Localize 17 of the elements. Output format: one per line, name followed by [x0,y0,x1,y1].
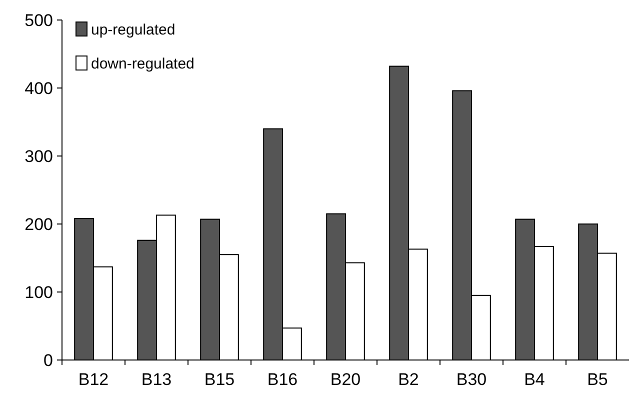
x-tick-label: B2 [398,370,419,389]
legend-label: up-regulated [91,21,176,38]
x-tick-label: B4 [524,370,545,389]
x-tick-label: B13 [141,370,172,389]
x-tick-label: B5 [587,370,608,389]
x-tick-label: B12 [78,370,109,389]
y-tick-label: 300 [24,146,53,166]
x-tick-label: B20 [330,370,361,389]
y-tick-label: 400 [24,78,53,98]
x-tick-label: B16 [267,370,298,389]
x-tick-label: B30 [456,370,487,389]
y-tick-label: 200 [24,214,53,234]
y-tick-label: 500 [24,10,53,30]
y-tick-label: 0 [44,350,53,370]
legend-label: down-regulated [91,55,194,72]
y-tick-label: 100 [24,282,53,302]
x-tick-label: B15 [204,370,235,389]
